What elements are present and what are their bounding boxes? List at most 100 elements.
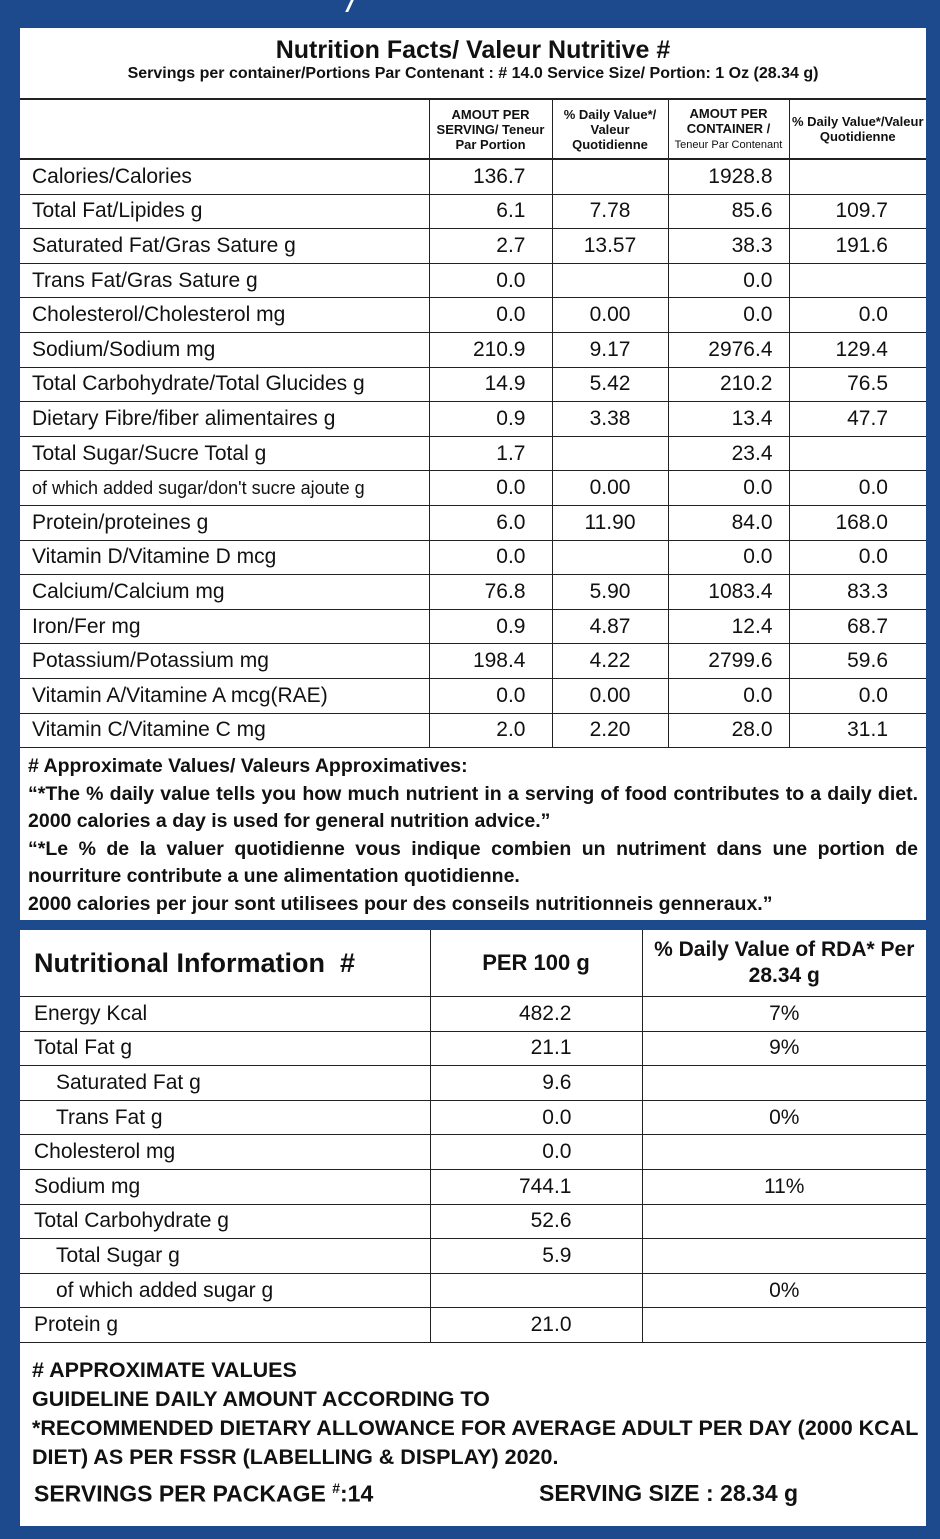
amount-per-100g: 9.6 xyxy=(429,1065,643,1101)
nutritional-information-header-row: Nutritional Information # PER 100 g % Da… xyxy=(20,930,926,997)
table-row: Dietary Fibre/fiber alimentaires g 0.9 3.3… xyxy=(20,401,926,437)
nutritional-information-panel: Nutritional Information # PER 100 g % Da… xyxy=(20,930,926,1526)
amount-per-100g: 0.0 xyxy=(429,1099,643,1136)
nutrient-name: Protein/proteines g xyxy=(20,504,430,541)
table-row: Calories/Calories 136.7 1928.8 xyxy=(20,157,926,195)
table-row: of which added sugar/don't sucre ajoute … xyxy=(20,470,926,506)
header-container-sub: Teneur Par Contenant xyxy=(674,138,783,151)
table-row: Total Fat g 21.1 9% xyxy=(20,1030,926,1067)
table-row: Trans Fat g 0.0 0% xyxy=(20,1099,926,1136)
table-row: of which added sugar g 0% xyxy=(20,1272,926,1309)
dv-rda xyxy=(641,1134,926,1170)
amount-per-serving: 6.1 xyxy=(428,193,553,230)
dv-per-serving: 2.20 xyxy=(551,712,669,749)
dv-rda: 0% xyxy=(641,1272,926,1309)
nutrient-name: of which added sugar/don't sucre ajoute … xyxy=(20,470,430,506)
header-dv-serving: % Daily Value*/ Valeur Quotidienne xyxy=(551,98,669,160)
nutrition-facts-notes: # Approximate Values/ Valeurs Approximat… xyxy=(28,753,918,918)
header-nutrient xyxy=(20,98,430,160)
amount-per-container: 2976.4 xyxy=(667,331,790,368)
dv-per-container xyxy=(788,262,926,299)
note-guideline: GUIDELINE DAILY AMOUNT ACCORDING TO xyxy=(32,1387,490,1411)
amount-per-container: 0.0 xyxy=(667,470,790,506)
nutrient-name: Protein g xyxy=(20,1307,431,1343)
decorative-stroke xyxy=(345,0,364,12)
amount-per-container: 38.3 xyxy=(667,228,790,264)
nutrition-facts-table: AMOUT PER SERVING/ Teneur Par Portion % … xyxy=(20,98,926,749)
servings-hash: # xyxy=(332,1480,341,1496)
header-serving: AMOUT PER SERVING/ Teneur Par Portion xyxy=(428,98,553,160)
table-row: Vitamin C/Vitamine C mg 2.0 2.20 28.0 31.1 xyxy=(20,712,926,749)
table-row: Total Carbohydrate g 52.6 xyxy=(20,1203,926,1240)
amount-per-serving: 0.0 xyxy=(428,262,553,299)
amount-per-serving: 0.0 xyxy=(428,470,553,506)
amount-per-serving: 76.8 xyxy=(428,574,553,610)
nutrient-name: Total Sugar/Sucre Total g xyxy=(20,435,430,472)
amount-per-serving: 0.9 xyxy=(428,608,553,645)
table-row: Iron/Fer mg 0.9 4.87 12.4 68.7 xyxy=(20,608,926,645)
table-row: Potassium/Potassium mg 198.4 4.22 2799.6 59.… xyxy=(20,643,926,679)
servings-value: :14 xyxy=(340,1480,374,1507)
dv-rda xyxy=(641,1203,926,1240)
dv-per-serving: 0.00 xyxy=(551,297,669,333)
table-row: Total Carbohydrate/Total Glucides g 14.9 5… xyxy=(20,366,926,403)
amount-per-serving: 0.9 xyxy=(428,401,553,437)
amount-per-serving: 0.0 xyxy=(428,677,553,714)
dv-per-serving: 7.78 xyxy=(551,193,669,230)
table-row: Sodium/Sodium mg 210.9 9.17 2976.4 129.4 xyxy=(20,331,926,368)
header-per-100g: PER 100 g xyxy=(429,930,643,997)
dv-per-container: 0.0 xyxy=(788,677,926,714)
dv-per-container: 191.6 xyxy=(788,228,926,264)
dv-rda: 7% xyxy=(641,996,926,1032)
nutrient-name: Saturated Fat g xyxy=(20,1065,431,1101)
nutrient-name: Iron/Fer mg xyxy=(20,608,430,645)
amount-per-100g: 744.1 xyxy=(429,1168,643,1205)
table-row: Sodium mg 744.1 11% xyxy=(20,1168,926,1205)
nutrient-name: Energy Kcal xyxy=(20,996,431,1032)
nutrient-name: Potassium/Potassium mg xyxy=(20,643,430,679)
nutrient-name: Total Sugar g xyxy=(20,1238,431,1274)
nutrient-name: Cholesterol mg xyxy=(20,1134,431,1170)
table-row: Total Fat/Lipides g 6.1 7.78 85.6 109.7 xyxy=(20,193,926,230)
dv-per-serving: 3.38 xyxy=(551,401,669,437)
amount-per-100g: 21.0 xyxy=(429,1307,643,1343)
nutrition-facts-title: Nutrition Facts/ Valeur Nutritive # xyxy=(275,36,671,64)
dv-rda: 0% xyxy=(641,1099,926,1136)
amount-per-serving: 2.0 xyxy=(428,712,553,749)
amount-per-serving: 136.7 xyxy=(428,157,553,195)
dv-per-serving xyxy=(551,157,669,195)
dv-per-container: 0.0 xyxy=(788,297,926,333)
dv-rda xyxy=(641,1238,926,1274)
table-row: Total Sugar/Sucre Total g 1.7 23.4 xyxy=(20,435,926,472)
nutrient-name: Vitamin C/Vitamine C mg xyxy=(20,712,430,749)
amount-per-serving: 14.9 xyxy=(428,366,553,403)
amount-per-container: 85.6 xyxy=(667,193,790,230)
table-row: Saturated Fat/Gras Sature g 2.7 13.57 38.3 1… xyxy=(20,228,926,264)
dv-per-serving: 5.42 xyxy=(551,366,669,403)
table-row: Energy Kcal 482.2 7% xyxy=(20,996,926,1032)
table-row: Calcium/Calcium mg 76.8 5.90 1083.4 83.3 xyxy=(20,574,926,610)
dv-per-container: 83.3 xyxy=(788,574,926,610)
servings-per-package: SERVINGS PER PACKAGE #:14 xyxy=(34,1480,373,1508)
header-dv-rda: % Daily Value of RDA* Per 28.34 g xyxy=(641,930,926,997)
note-approximate-values: # APPROXIMATE VALUES xyxy=(32,1358,297,1382)
nutrient-name: Cholesterol/Cholesterol mg xyxy=(20,297,430,333)
nutrient-name: Dietary Fibre/fiber alimentaires g xyxy=(20,401,430,437)
dv-per-serving: 0.00 xyxy=(551,677,669,714)
dv-per-container xyxy=(788,435,926,472)
table-row: Protein/proteines g 6.0 11.90 84.0 168.0 xyxy=(20,504,926,541)
amount-per-container: 2799.6 xyxy=(667,643,790,679)
dv-per-serving xyxy=(551,262,669,299)
dv-per-serving xyxy=(551,435,669,472)
dv-rda xyxy=(641,1065,926,1101)
amount-per-serving: 1.7 xyxy=(428,435,553,472)
note-daily-value-en: “*The % daily value tells you how much n… xyxy=(28,782,918,833)
dv-per-container: 109.7 xyxy=(788,193,926,230)
nutrient-name: Vitamin A/Vitamine A mcg(RAE) xyxy=(20,677,430,714)
dv-per-serving: 4.22 xyxy=(551,643,669,679)
note-rda: *RECOMMENDED DIETARY ALLOWANCE FOR AVERA… xyxy=(32,1416,918,1469)
header-container: AMOUT PER CONTAINER / Teneur Par Contena… xyxy=(667,98,790,160)
dv-per-container: 129.4 xyxy=(788,331,926,368)
servings-label: SERVINGS PER PACKAGE xyxy=(34,1480,326,1507)
dv-rda: 11% xyxy=(641,1168,926,1205)
